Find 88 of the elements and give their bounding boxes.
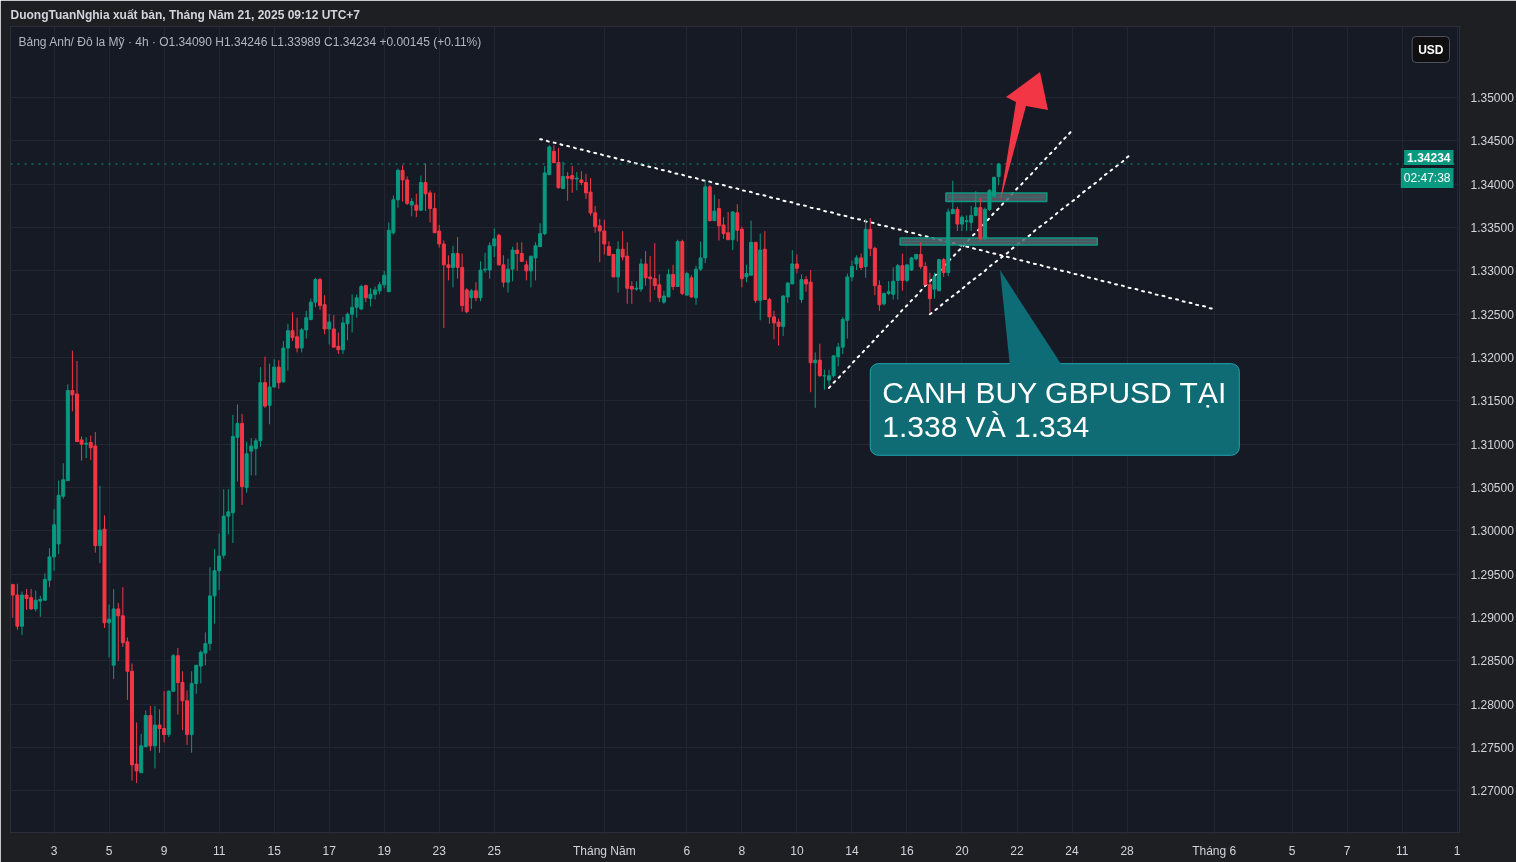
- candlestick: [267, 363, 272, 425]
- candlestick: [97, 485, 102, 564]
- candlestick: [473, 281, 478, 302]
- x-tick-label: 15: [267, 843, 282, 858]
- y-tick-label: 1.33500: [1470, 221, 1515, 236]
- ref-line-label: 1.34234: [1407, 150, 1451, 165]
- annotation: 02:47:38: [1403, 170, 1451, 185]
- candlestick: [524, 260, 529, 281]
- y-tick-label: 1.31000: [1470, 437, 1515, 452]
- candlestick: [263, 356, 267, 409]
- candlestick: [276, 359, 281, 390]
- x-tick-label: 14: [845, 843, 859, 858]
- x-tick-label: 7: [1343, 843, 1351, 858]
- y-tick-label: 1.30500: [1470, 481, 1515, 496]
- candlestick: [712, 194, 717, 222]
- candlestick: [684, 271, 689, 296]
- candlestick: [565, 171, 570, 202]
- x-tick-label: 11: [212, 843, 226, 858]
- x-tick-label: 5: [105, 843, 113, 858]
- y-tick-label: 1.27000: [1470, 784, 1515, 799]
- candlestick: [900, 253, 905, 292]
- y-tick-label: 1.31500: [1470, 394, 1515, 409]
- candlestick: [515, 241, 520, 272]
- candlestick: [671, 264, 676, 291]
- x-tick-label: 11: [1395, 843, 1409, 858]
- annotation: USD: [1418, 42, 1444, 57]
- x-tick-label: 28: [1120, 843, 1135, 858]
- y-tick-label: 1.35000: [1470, 91, 1515, 106]
- candlestick: [116, 602, 121, 662]
- y-tick-label: 1.30000: [1470, 524, 1515, 539]
- x-tick-label: 5: [1288, 843, 1296, 858]
- annotation: CANH BUY GBPUSD TẠI 1.338 VÀ 1.334: [882, 375, 1227, 444]
- candlestick: [689, 274, 694, 299]
- text: DuongTuanNghia xuất bản, Tháng Năm 21, 2025 09:12 UTC+7: [10, 7, 361, 22]
- x-tick-label: 3: [50, 843, 58, 858]
- x-tick-label: 8: [738, 843, 746, 858]
- x-tick-label: Tháng 6: [1192, 843, 1237, 858]
- candlestick: [249, 437, 254, 476]
- y-tick-label: 1.27500: [1470, 741, 1515, 756]
- candlestick: [451, 245, 455, 288]
- x-tick-label: 24: [1065, 843, 1080, 858]
- candlestick: [469, 288, 474, 310]
- candlestick: [813, 351, 818, 409]
- x-tick-label: 19: [377, 843, 392, 858]
- candlestick: [359, 284, 364, 311]
- candlestick: [574, 171, 579, 191]
- y-tick-label: 1.29500: [1470, 567, 1515, 582]
- x-tick-label: 22: [1010, 843, 1024, 858]
- x-tick-label: 9: [160, 843, 168, 858]
- candlestick: [24, 588, 29, 611]
- candlestick: [331, 314, 336, 348]
- y-tick-label: 1.32500: [1470, 307, 1515, 322]
- y-tick-label: 1.34000: [1470, 177, 1515, 192]
- x-tick-label: 17: [322, 843, 337, 858]
- candlestick: [519, 241, 524, 262]
- candlestick: [602, 219, 607, 255]
- x-tick-label: Tháng Năm: [572, 843, 636, 858]
- x-tick-label: 16: [900, 843, 914, 858]
- text: Bảng Anh/ Đô la Mỹ · 4h · O1.34090 H1.34246 L1.33989 C1.34234 +0.00145 (+0.11%): [18, 34, 482, 49]
- candlestick: [368, 287, 373, 307]
- candlestick: [327, 313, 332, 346]
- y-tick-label: 1.33000: [1470, 264, 1515, 279]
- candlestick: [799, 273, 804, 304]
- candlestick: [955, 206, 960, 232]
- candlestick: [895, 263, 900, 300]
- candlestick: [84, 436, 89, 459]
- x-tick-label: 1: [1453, 843, 1461, 858]
- candlestick: [409, 197, 414, 217]
- y-tick-label: 1.29000: [1470, 611, 1515, 626]
- x-tick-label: 23: [432, 843, 447, 858]
- candlestick: [643, 250, 648, 287]
- candlestick: [817, 343, 822, 378]
- candlestick: [414, 193, 419, 218]
- candlestick: [941, 257, 946, 278]
- y-tick-label: 1.28000: [1470, 697, 1515, 712]
- x-tick-label: 10: [790, 843, 804, 858]
- candlestick: [336, 331, 341, 355]
- x-tick-label: 6: [683, 843, 691, 858]
- x-tick-label: 25: [487, 843, 502, 858]
- candlestick: [33, 590, 38, 612]
- candlestick: [152, 705, 157, 769]
- y-tick-label: 1.32000: [1470, 351, 1515, 366]
- y-tick-label: 1.28500: [1470, 654, 1515, 669]
- candlestick: [400, 164, 405, 203]
- candlestick: [794, 253, 799, 274]
- candlestick: [657, 273, 662, 303]
- x-tick-label: 20: [955, 843, 969, 858]
- y-tick-label: 1.34500: [1470, 134, 1515, 149]
